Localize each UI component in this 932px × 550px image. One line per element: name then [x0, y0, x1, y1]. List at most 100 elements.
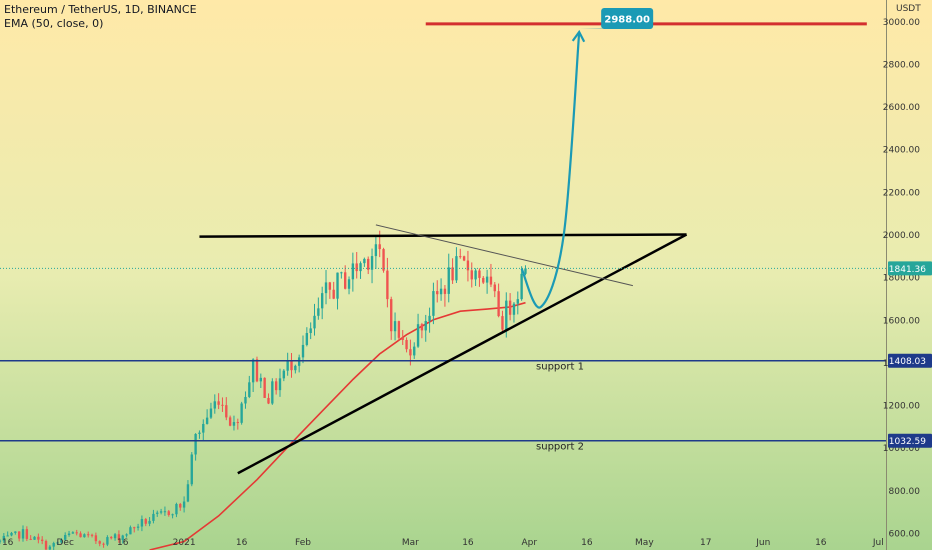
candle-body	[33, 536, 36, 540]
candle	[474, 268, 477, 286]
candle	[163, 506, 167, 516]
candle-body	[351, 263, 355, 280]
candle-body	[163, 511, 167, 513]
candle-body	[236, 422, 239, 424]
candle-body	[370, 256, 374, 270]
candle-body	[133, 527, 136, 529]
candle	[428, 307, 431, 333]
candle-body	[390, 299, 393, 332]
candle-body	[436, 291, 439, 295]
candle-body	[305, 333, 309, 345]
support-1-price-label: 1408.03	[888, 353, 932, 368]
candle	[436, 280, 439, 303]
candle	[94, 532, 98, 545]
target-callout[interactable]: 2988.00	[579, 8, 654, 29]
candle-body	[21, 529, 25, 539]
candle-body	[67, 533, 71, 535]
candle	[248, 375, 251, 399]
candle-body	[355, 263, 358, 272]
candle	[179, 502, 182, 511]
candle	[278, 368, 282, 397]
candle-body	[282, 370, 286, 379]
candle-body	[524, 268, 527, 274]
candle-body	[94, 535, 98, 542]
candle-body	[313, 315, 316, 329]
candle-body	[359, 263, 362, 272]
candle	[156, 510, 159, 517]
candle	[33, 536, 36, 540]
candle-body	[194, 433, 197, 455]
candle-body	[405, 339, 408, 350]
y-tick-label: 2400.00	[883, 146, 920, 156]
candle	[432, 282, 435, 325]
candle-body	[209, 408, 213, 418]
candle-body	[505, 300, 508, 330]
candle	[297, 354, 301, 373]
candle	[25, 526, 29, 542]
candle-body	[148, 520, 151, 524]
candle	[209, 402, 213, 420]
candle-body	[255, 359, 259, 382]
candle	[413, 342, 416, 359]
candle-body	[401, 337, 404, 340]
support-2-price-label-text: 1032.59	[889, 437, 926, 447]
x-tick-label: 2021	[173, 538, 196, 548]
y-tick-label: 2000.00	[883, 231, 920, 241]
candle-body	[0, 540, 2, 542]
candle	[225, 397, 228, 421]
target-callout-text: 2988.00	[604, 15, 650, 26]
target-callout-box	[601, 8, 654, 29]
candle-body	[459, 256, 462, 258]
candle	[83, 533, 86, 538]
candle-body	[225, 405, 228, 418]
candle-body	[190, 454, 193, 485]
candle	[14, 531, 17, 535]
candle-body	[374, 244, 378, 257]
candle	[52, 541, 55, 550]
candle-body	[286, 360, 289, 371]
candle	[106, 535, 109, 547]
candle-body	[140, 519, 144, 527]
candle-body	[290, 360, 293, 371]
candle	[328, 281, 332, 299]
candle	[202, 419, 205, 441]
candle	[121, 534, 124, 544]
candle	[221, 397, 224, 412]
candle-body	[324, 282, 328, 294]
x-tick-label: 16	[2, 538, 14, 548]
candle	[344, 265, 347, 290]
x-tick-label: Jun	[755, 538, 770, 548]
candle	[175, 502, 178, 518]
projection-curve[interactable]	[520, 31, 581, 309]
candle-body	[497, 291, 500, 317]
candle-body	[228, 417, 232, 426]
candle-body	[397, 321, 401, 338]
resistance-trendline[interactable]	[199, 233, 687, 238]
currency-label: USDT	[896, 4, 921, 14]
candle-body	[520, 273, 523, 300]
x-tick-label: 16	[462, 538, 474, 548]
candle	[508, 293, 512, 321]
candle	[190, 452, 193, 487]
candle-body	[179, 503, 182, 508]
candle-body	[113, 534, 117, 539]
candle-body	[156, 512, 159, 514]
candle	[443, 285, 447, 307]
candle	[194, 433, 197, 461]
support-2-price-label: 1032.59	[888, 433, 932, 448]
projection-arrowhead	[571, 29, 586, 43]
x-tick-label: 16	[236, 538, 248, 548]
candle	[286, 352, 289, 376]
candle	[102, 542, 105, 548]
candle-body	[14, 531, 17, 533]
support-2-price-label-bg	[888, 433, 932, 448]
candle	[267, 393, 270, 405]
candle-body	[320, 293, 324, 309]
y-tick-label: 3000.00	[883, 18, 920, 28]
ascending-support-trendline[interactable]	[237, 233, 688, 475]
candle-body	[198, 432, 201, 434]
descending-resistance-trendline[interactable]	[375, 224, 633, 287]
candle-body	[102, 543, 105, 545]
candle-body	[17, 531, 21, 539]
